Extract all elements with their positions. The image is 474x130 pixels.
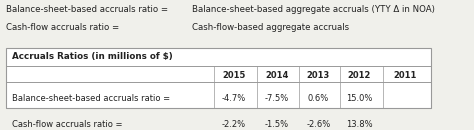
Text: Balance-sheet-based accruals ratio =: Balance-sheet-based accruals ratio =	[6, 5, 168, 14]
Text: -7.5%: -7.5%	[265, 94, 289, 103]
Text: Cash-flow-based aggregate accruals: Cash-flow-based aggregate accruals	[192, 23, 349, 32]
Text: Cash-flow accruals ratio =: Cash-flow accruals ratio =	[6, 23, 119, 32]
Text: -2.2%: -2.2%	[221, 120, 246, 129]
Text: -4.7%: -4.7%	[221, 94, 246, 103]
FancyBboxPatch shape	[6, 48, 431, 108]
Text: 0.6%: 0.6%	[308, 94, 329, 103]
Text: 15.0%: 15.0%	[346, 94, 373, 103]
Text: Cash-flow accruals ratio =: Cash-flow accruals ratio =	[12, 120, 123, 129]
Text: Accruals Ratios (in millions of $): Accruals Ratios (in millions of $)	[12, 53, 173, 61]
Text: -2.6%: -2.6%	[306, 120, 330, 129]
Text: 13.8%: 13.8%	[346, 120, 373, 129]
Text: 2015: 2015	[222, 71, 246, 80]
Text: Balance-sheet-based accruals ratio =: Balance-sheet-based accruals ratio =	[12, 94, 170, 103]
Text: 2011: 2011	[393, 71, 417, 80]
Text: Balance-sheet-based aggregate accruals (YTY Δ in NOA): Balance-sheet-based aggregate accruals (…	[192, 5, 435, 14]
Text: 2014: 2014	[265, 71, 289, 80]
Text: 2013: 2013	[307, 71, 330, 80]
Text: 2012: 2012	[348, 71, 371, 80]
Text: -1.5%: -1.5%	[265, 120, 289, 129]
